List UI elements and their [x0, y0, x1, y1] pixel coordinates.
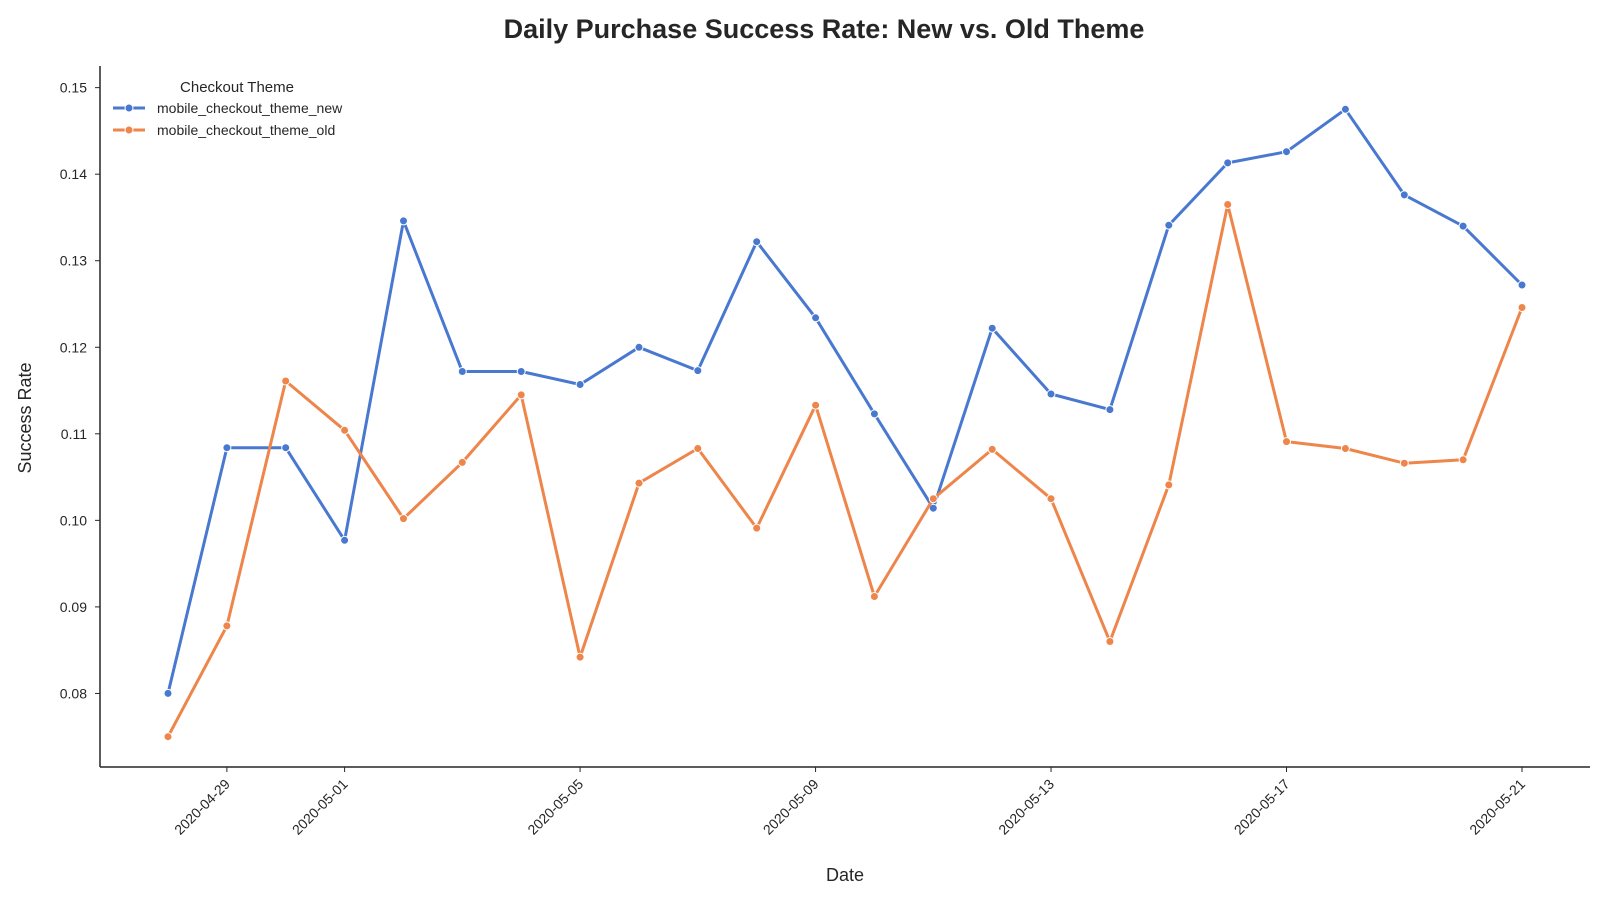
x-tick-label: 2020-05-09: [760, 776, 822, 838]
x-tick-label: 2020-05-13: [995, 776, 1057, 838]
data-point: [575, 652, 585, 662]
legend-marker: [124, 103, 134, 113]
data-point: [811, 313, 821, 323]
y-axis-ticks: 0.08 0.09 0.10 0.11 0.12 0.13 0.14 0.15: [60, 80, 100, 701]
data-point: [987, 444, 997, 454]
data-point: [1223, 200, 1233, 209]
legend-entries: mobile_checkout_theme_new mobile_checkout…: [113, 100, 343, 138]
y-axis-label: Success Rate: [15, 362, 35, 473]
legend-entry: mobile_checkout_theme_new: [113, 100, 343, 116]
series-mobile_checkout_theme_old: [163, 200, 1527, 742]
data-point: [1282, 147, 1291, 157]
x-tick-label: 2020-05-01: [289, 776, 351, 838]
series-line: [166, 203, 1524, 739]
y-tick-label: 0.14: [60, 166, 87, 182]
data-point: [516, 367, 526, 376]
data-point: [1223, 158, 1233, 168]
y-tick-label: 0.12: [60, 339, 87, 355]
data-point: [399, 216, 408, 226]
legend: Checkout Theme mobile_checkout_theme_new…: [113, 79, 343, 138]
data-point: [987, 323, 997, 333]
data-point: [693, 444, 703, 453]
series-mobile_checkout_theme_new: [163, 104, 1527, 698]
x-tick-label: 2020-05-05: [524, 776, 586, 838]
data-point: [869, 592, 879, 601]
legend-title: Checkout Theme: [180, 79, 294, 96]
data-point: [163, 688, 173, 698]
data-point: [1517, 303, 1527, 312]
x-axis-label: Date: [826, 865, 864, 885]
data-point: [1340, 104, 1350, 114]
data-point: [1105, 405, 1115, 415]
data-point: [1340, 444, 1350, 453]
x-axis-ticks: 2020-04-29 2020-05-01 2020-05-05 2020-05-09…: [171, 767, 1528, 838]
legend-entry: mobile_checkout_theme_old: [113, 122, 335, 138]
data-point: [1399, 458, 1409, 468]
data-point: [457, 457, 467, 467]
data-point: [281, 376, 291, 386]
data-point: [516, 390, 526, 400]
data-point: [457, 367, 467, 376]
data-point: [399, 514, 408, 524]
y-tick-label: 0.09: [60, 599, 87, 615]
legend-marker: [124, 125, 134, 135]
data-point: [1517, 280, 1527, 290]
data-point: [1164, 480, 1174, 490]
legend-label: mobile_checkout_theme_old: [157, 122, 335, 138]
x-tick-label: 2020-04-29: [171, 776, 233, 838]
x-tick-label: 2020-05-17: [1231, 776, 1293, 838]
data-point: [281, 443, 291, 453]
x-tick-label: 2020-05-21: [1466, 776, 1528, 838]
legend-label: mobile_checkout_theme_new: [157, 100, 343, 116]
data-point: [634, 342, 644, 352]
data-point: [1164, 220, 1174, 230]
data-point: [222, 621, 232, 631]
data-point: [340, 535, 350, 545]
data-point: [1458, 221, 1468, 231]
data-point: [693, 366, 703, 376]
data-point: [1458, 455, 1468, 465]
y-tick-label: 0.13: [60, 253, 87, 269]
data-point: [869, 409, 879, 419]
data-point: [928, 494, 938, 504]
data-point: [1105, 637, 1115, 646]
data-point: [811, 400, 821, 410]
series-layer: [163, 104, 1527, 742]
data-point: [222, 443, 232, 453]
chart-title: Daily Purchase Success Rate: New vs. Old…: [504, 14, 1145, 44]
data-point: [752, 523, 762, 533]
data-point: [575, 380, 585, 389]
data-point: [1282, 437, 1291, 447]
y-tick-label: 0.08: [60, 685, 87, 701]
data-point: [1046, 389, 1056, 399]
data-point: [1046, 494, 1056, 504]
y-tick-label: 0.11: [61, 426, 87, 442]
y-tick-label: 0.15: [60, 80, 87, 96]
data-point: [340, 425, 350, 435]
y-tick-label: 0.10: [60, 512, 87, 528]
series-line: [166, 107, 1524, 695]
data-point: [752, 237, 762, 247]
data-point: [634, 478, 644, 488]
data-point: [163, 732, 173, 742]
data-point: [1399, 190, 1409, 200]
